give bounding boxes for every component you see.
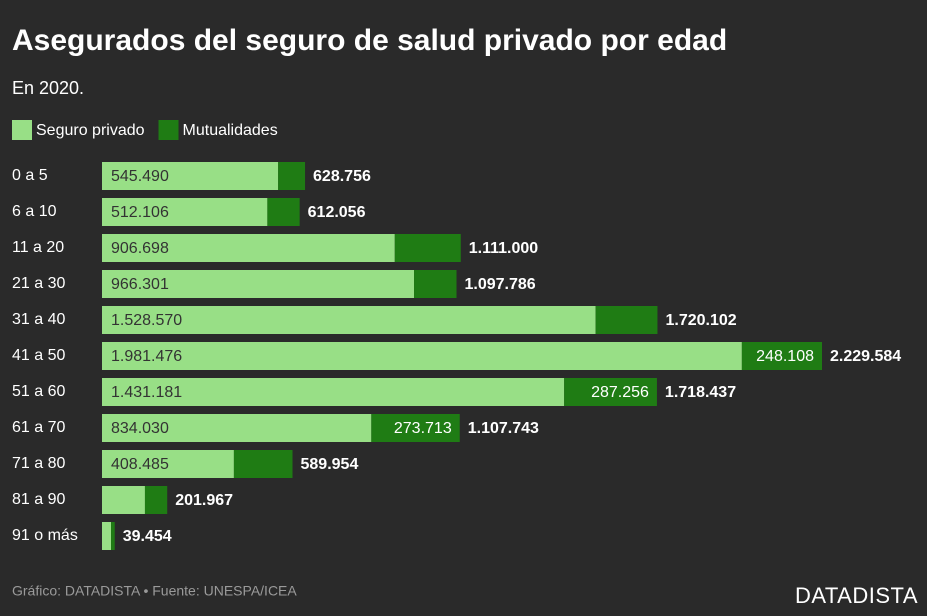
bar-segment: [233, 450, 293, 478]
bar-segment: [102, 378, 565, 406]
legend-swatch: [12, 120, 32, 140]
bar-segment: [102, 450, 234, 478]
legend-swatch: [158, 120, 179, 140]
bar-segment: [102, 342, 742, 370]
total-label: 1.111.000: [469, 240, 539, 257]
bar-segment: [144, 486, 168, 514]
y-tick-label: 11 a 20: [12, 239, 64, 256]
bar-segment: [278, 162, 306, 190]
value-label: 966.301: [111, 276, 169, 293]
total-label: 2.229.584: [830, 348, 901, 365]
y-tick-label: 71 a 80: [12, 455, 65, 472]
value-label: 512.106: [111, 204, 169, 221]
value-label: 1.431.181: [111, 384, 182, 401]
y-tick-label: 0 a 5: [12, 167, 48, 184]
bar-segment: [102, 162, 279, 190]
bar-segment: [564, 378, 657, 406]
total-label: 39.454: [123, 528, 172, 545]
brand: DATADISTA: [795, 583, 918, 608]
y-tick-label: 51 a 60: [12, 383, 65, 400]
total-label: 1.097.786: [465, 276, 536, 293]
legend-label: Seguro privado: [36, 122, 145, 139]
total-label: 628.756: [313, 168, 371, 185]
total-label: 1.718.437: [665, 384, 736, 401]
total-label: 201.967: [175, 492, 233, 509]
bar-segment: [111, 522, 115, 550]
bar-segment: [102, 486, 145, 514]
y-tick-label: 81 a 90: [12, 491, 65, 508]
value-label: 248.108: [756, 348, 814, 365]
bar-segment: [267, 198, 300, 226]
value-label: 408.485: [111, 456, 169, 473]
y-tick-label: 61 a 70: [12, 419, 65, 436]
bar-segment: [102, 270, 415, 298]
bar-segment: [102, 414, 372, 442]
bar-segment: [102, 306, 596, 334]
value-label: 1.981.476: [111, 348, 182, 365]
y-tick-label: 6 a 10: [12, 203, 57, 220]
chart-title: Asegurados del seguro de salud privado p…: [12, 24, 727, 57]
total-label: 612.056: [308, 204, 366, 221]
y-tick-label: 21 a 30: [12, 275, 65, 292]
value-label: 906.698: [111, 240, 169, 257]
y-tick-label: 91 o más: [12, 527, 78, 544]
value-label: 834.030: [111, 420, 169, 437]
bar-segment: [102, 522, 112, 550]
y-tick-label: 31 a 40: [12, 311, 65, 328]
total-label: 1.720.102: [665, 312, 736, 329]
bar-segment: [102, 234, 395, 262]
bar-segment: [371, 414, 460, 442]
footer: Gráfico: DATADISTA • Fuente: UNESPA/ICEA: [12, 583, 297, 599]
value-label: 287.256: [591, 384, 649, 401]
bar-segment: [741, 342, 822, 370]
y-tick-label: 41 a 50: [12, 347, 65, 364]
bar-segment: [414, 270, 457, 298]
value-label: 273.713: [394, 420, 452, 437]
total-label: 589.954: [301, 456, 359, 473]
bar-segment: [102, 198, 268, 226]
total-label: 1.107.743: [468, 420, 539, 437]
value-label: 545.490: [111, 168, 169, 185]
bar-segment: [595, 306, 658, 334]
legend-label: Mutualidades: [183, 122, 278, 139]
value-label: 1.528.570: [111, 312, 182, 329]
bar-segment: [394, 234, 461, 262]
subtitle: En 2020.: [12, 78, 84, 98]
